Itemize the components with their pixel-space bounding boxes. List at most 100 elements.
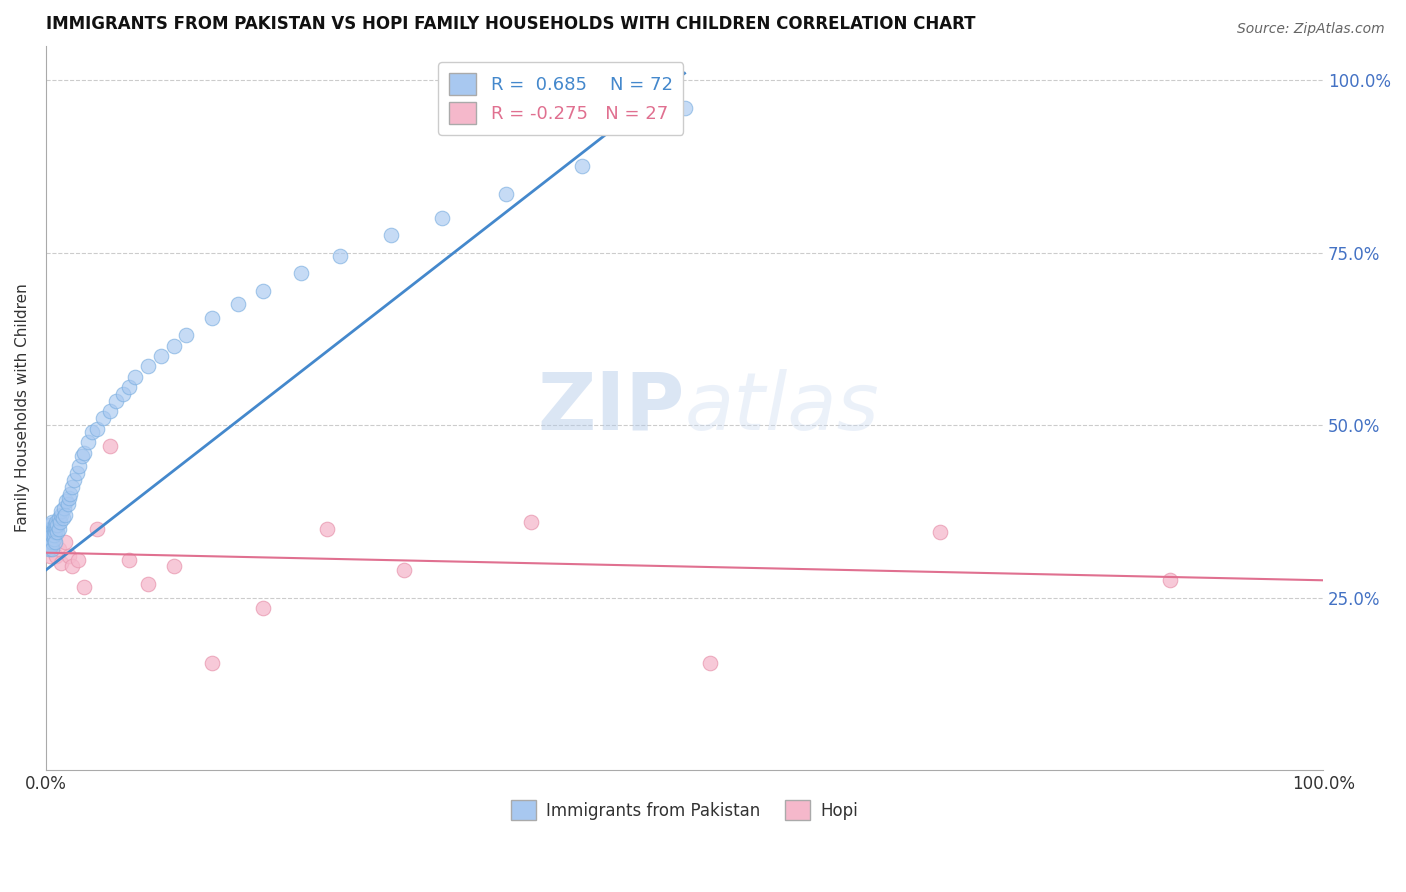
Point <box>52 511 75 525</box>
Point <box>111 387 134 401</box>
Point <box>38 535 60 549</box>
Text: IMMIGRANTS FROM PAKISTAN VS HOPI FAMILY HOUSEHOLDS WITH CHILDREN CORRELATION CHA: IMMIGRANTS FROM PAKISTAN VS HOPI FAMILY … <box>46 15 976 33</box>
Point <box>39 528 62 542</box>
Point <box>63 473 86 487</box>
Point <box>66 552 89 566</box>
Point <box>86 421 108 435</box>
Point <box>41 535 63 549</box>
Point <box>49 515 72 529</box>
Point <box>41 524 63 539</box>
Point <box>38 518 60 533</box>
Point <box>53 535 76 549</box>
Point <box>38 535 60 549</box>
Point <box>38 532 60 546</box>
Point <box>39 522 62 536</box>
Point <box>51 556 73 570</box>
Point <box>37 528 59 542</box>
Point <box>42 528 65 542</box>
Point <box>67 459 90 474</box>
Point <box>48 511 70 525</box>
Point <box>201 311 224 326</box>
Point <box>58 549 80 563</box>
Point <box>316 522 339 536</box>
Point <box>39 542 62 557</box>
Point <box>46 524 69 539</box>
Point <box>149 349 172 363</box>
Point <box>42 522 65 536</box>
Point <box>136 359 159 374</box>
Point <box>163 559 186 574</box>
Point <box>58 491 80 505</box>
Point <box>52 500 75 515</box>
Point <box>290 266 312 280</box>
Text: ZIP: ZIP <box>537 368 685 447</box>
Point <box>673 101 696 115</box>
Point <box>38 542 60 557</box>
Point <box>55 494 77 508</box>
Point <box>56 497 79 511</box>
Y-axis label: Family Households with Children: Family Households with Children <box>15 284 30 533</box>
Point <box>41 542 63 557</box>
Point <box>176 328 198 343</box>
Legend: Immigrants from Pakistan, Hopi: Immigrants from Pakistan, Hopi <box>505 793 865 827</box>
Point <box>77 435 100 450</box>
Point <box>124 369 146 384</box>
Point <box>59 487 82 501</box>
Point <box>929 524 952 539</box>
Point <box>118 380 141 394</box>
Point <box>73 580 96 594</box>
Point <box>226 297 249 311</box>
Point <box>73 445 96 459</box>
Point <box>80 425 103 439</box>
Point <box>329 249 352 263</box>
Point <box>44 535 66 549</box>
Point <box>38 535 60 549</box>
Point <box>98 404 121 418</box>
Point <box>39 539 62 553</box>
Point <box>38 524 60 539</box>
Point <box>86 522 108 536</box>
Point <box>105 393 128 408</box>
Point <box>571 160 593 174</box>
Point <box>41 515 63 529</box>
Point <box>93 411 115 425</box>
Point <box>38 522 60 536</box>
Point <box>430 211 453 226</box>
Point <box>136 576 159 591</box>
Point <box>70 449 93 463</box>
Point <box>37 532 59 546</box>
Text: Source: ZipAtlas.com: Source: ZipAtlas.com <box>1237 22 1385 37</box>
Point <box>44 518 66 533</box>
Point <box>45 522 67 536</box>
Point <box>38 539 60 553</box>
Point <box>252 600 274 615</box>
Point <box>42 528 65 542</box>
Point <box>42 532 65 546</box>
Point <box>39 532 62 546</box>
Point <box>520 515 543 529</box>
Point <box>392 563 415 577</box>
Point <box>38 528 60 542</box>
Point <box>60 559 83 574</box>
Point <box>252 284 274 298</box>
Point <box>98 439 121 453</box>
Point <box>65 467 87 481</box>
Point <box>41 528 63 542</box>
Point <box>51 508 73 522</box>
Point <box>44 524 66 539</box>
Point <box>163 339 186 353</box>
Point <box>118 552 141 566</box>
Point <box>38 549 60 563</box>
Point <box>60 480 83 494</box>
Point <box>37 528 59 542</box>
Point <box>41 535 63 549</box>
Point <box>699 656 721 670</box>
Point <box>45 549 67 563</box>
Point <box>53 508 76 522</box>
Point <box>1159 574 1181 588</box>
Point <box>46 518 69 533</box>
Point <box>51 504 73 518</box>
Text: atlas: atlas <box>685 368 879 447</box>
Point <box>201 656 224 670</box>
Point <box>380 228 402 243</box>
